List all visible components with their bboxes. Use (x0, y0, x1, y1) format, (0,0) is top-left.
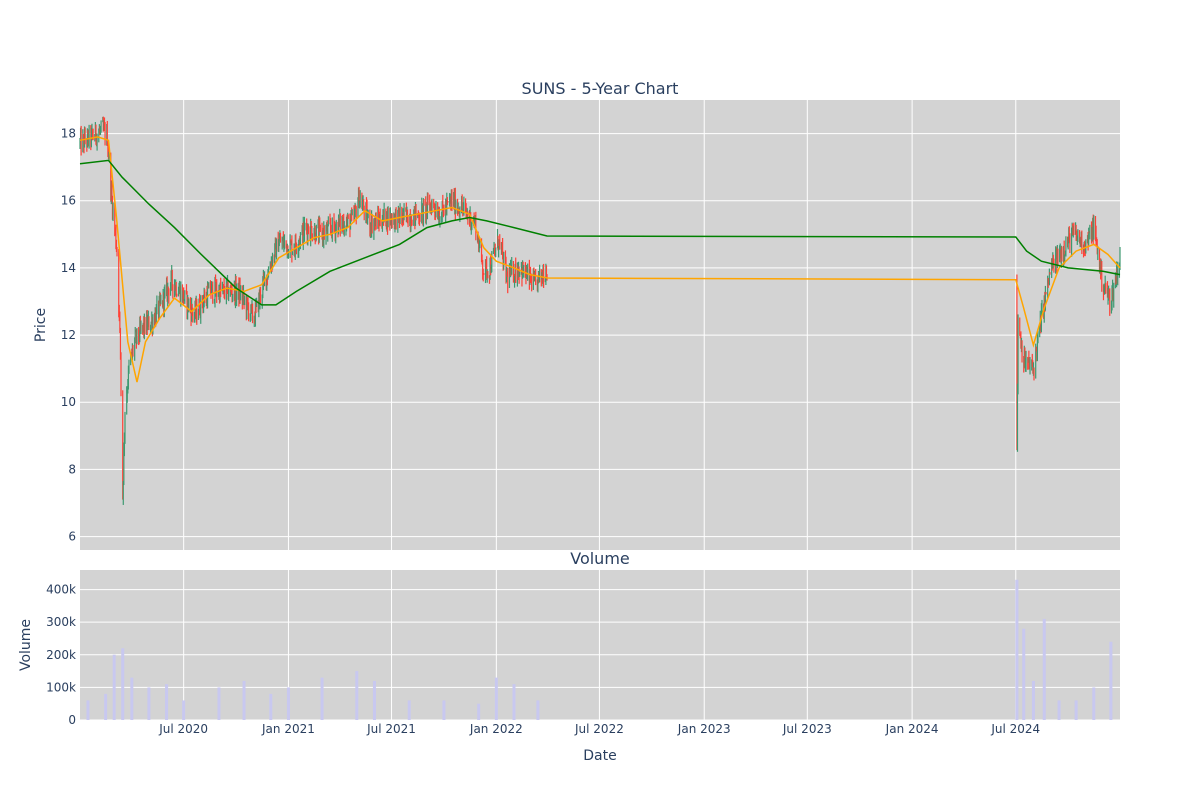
volume-bar (1057, 700, 1061, 720)
price-y-tick-label: 8 (68, 462, 76, 476)
x-axis-label: Date (583, 748, 616, 764)
volume-bar (494, 677, 498, 720)
volume-y-ticks: 0 100k 200k 300k 400k (46, 583, 76, 727)
x-tick-label: Jul 2024 (990, 722, 1040, 736)
volume-bar (1031, 680, 1035, 720)
price-y-tick-label: 12 (61, 328, 76, 342)
price-y-tick-label: 10 (61, 395, 76, 409)
volume-bar (130, 677, 134, 720)
volume-bar (242, 680, 246, 720)
x-tick-label: Jan 2021 (261, 722, 315, 736)
volume-bar (1074, 700, 1078, 720)
price-y-tick-label: 18 (61, 127, 76, 141)
price-y-tick-label: 16 (61, 194, 76, 208)
volume-bar (372, 680, 376, 720)
ma-long-line (79, 159, 1121, 306)
volume-bars (86, 579, 1113, 720)
volume-bar (407, 700, 411, 720)
price-y-tick-label: 14 (61, 261, 76, 275)
volume-bar (182, 700, 186, 720)
x-tick-label: Jan 2024 (885, 722, 939, 736)
volume-bar (147, 687, 151, 720)
x-tick-label: Jul 2023 (782, 722, 832, 736)
volume-bar (1015, 579, 1019, 720)
volume-chart-title: Volume (570, 549, 630, 568)
ma-short-line (79, 136, 1121, 383)
x-tick-label: Jul 2022 (574, 722, 624, 736)
volume-y-tick-label: 400k (46, 583, 76, 597)
volume-bar (86, 700, 90, 720)
volume-bar (442, 700, 446, 720)
volume-bar (536, 700, 540, 720)
volume-bar (217, 687, 221, 720)
volume-y-tick-label: 100k (46, 680, 76, 694)
price-plot-area (80, 100, 1120, 550)
volume-bar (165, 684, 169, 720)
volume-y-tick-label: 200k (46, 648, 76, 662)
volume-bar (112, 654, 116, 720)
volume-bar (1022, 628, 1026, 720)
volume-bar (320, 677, 324, 720)
x-axis-ticks: Jul 2020 Jan 2021 Jul 2021 Jan 2022 Jul 2022… (158, 722, 1040, 736)
x-tick-label: Jul 2020 (158, 722, 208, 736)
volume-grid (80, 570, 1120, 721)
volume-y-axis-label: Volume (18, 619, 34, 671)
x-tick-label: Jul 2021 (366, 722, 416, 736)
volume-bar (269, 693, 273, 720)
x-tick-label: Jan 2022 (469, 722, 523, 736)
price-y-ticks: 6 8 10 12 14 16 18 (61, 127, 76, 544)
volume-bar (512, 684, 516, 720)
volume-bar (1109, 641, 1113, 720)
volume-plot-area (80, 570, 1120, 720)
volume-y-tick-label: 0 (68, 713, 76, 727)
volume-bar (1042, 618, 1046, 720)
x-tick-label: Jan 2023 (677, 722, 731, 736)
volume-bar (355, 671, 359, 720)
volume-bar (104, 693, 108, 720)
price-grid (80, 100, 1120, 550)
price-y-axis-label: Price (33, 308, 49, 342)
volume-bar (1092, 687, 1096, 720)
price-chart-title: SUNS - 5-Year Chart (522, 79, 679, 98)
volume-bar (121, 648, 125, 720)
volume-y-tick-label: 300k (46, 615, 76, 629)
price-y-tick-label: 6 (68, 530, 76, 544)
volume-bar (286, 687, 290, 720)
volume-bar (477, 703, 481, 720)
